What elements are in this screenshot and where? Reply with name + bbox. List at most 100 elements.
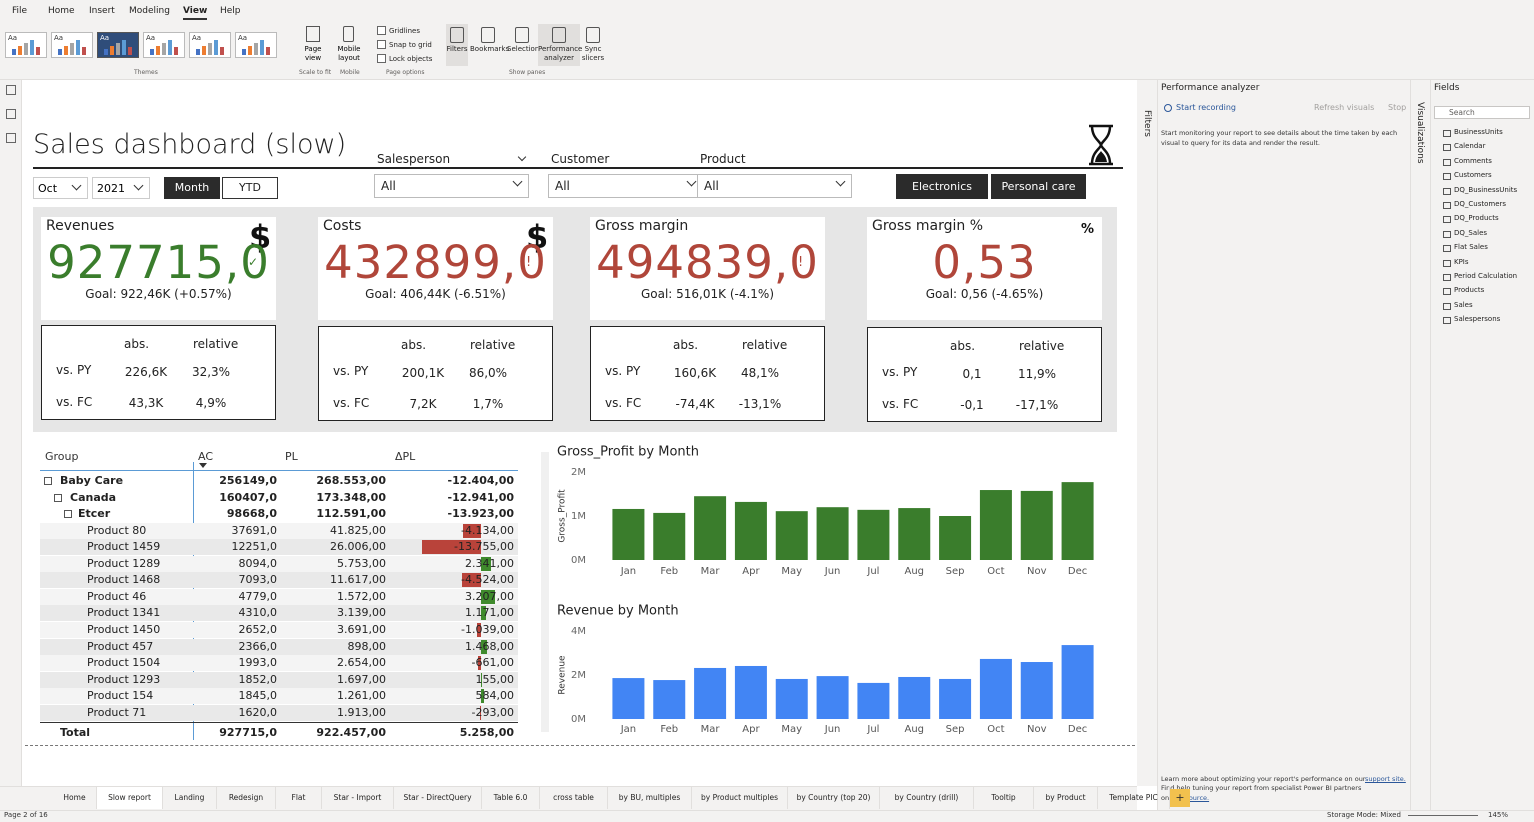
year-dropdown[interactable]: 2021: [92, 177, 150, 199]
ribbon-tab[interactable]: Modeling: [129, 4, 170, 18]
checkbox-label[interactable]: Gridlines: [389, 26, 420, 36]
pane-toggle[interactable]: Bookmarks: [470, 45, 506, 54]
group-label: Page options: [386, 69, 425, 76]
ribbon-tab[interactable]: File: [12, 4, 27, 18]
field-table[interactable]: Sales: [1454, 301, 1473, 309]
pane-link[interactable]: support site.: [1365, 775, 1406, 783]
slicer-dropdown[interactable]: All: [697, 174, 852, 198]
page-tab[interactable]: Landing: [163, 787, 217, 809]
theme-thumbnail[interactable]: Aa: [143, 32, 185, 58]
expand-toggle[interactable]: [54, 494, 62, 502]
add-page[interactable]: +: [1170, 789, 1190, 807]
column-header[interactable]: AC: [198, 450, 213, 463]
column-header[interactable]: ΔPL: [395, 450, 415, 463]
column-header[interactable]: PL: [285, 450, 298, 463]
field-table[interactable]: KPIs: [1454, 258, 1469, 266]
row-label: Product 80: [87, 524, 146, 537]
kpi-value: 494839,0: [590, 236, 825, 289]
ribbon-button[interactable]: Page view: [301, 45, 325, 63]
pane-toggle[interactable]: Selection: [507, 45, 537, 54]
x-tick-label: Feb: [660, 724, 678, 735]
pane-button[interactable]: Start recording: [1165, 103, 1236, 112]
toggle-button[interactable]: YTD: [222, 177, 278, 199]
scrollbar[interactable]: [541, 452, 549, 732]
ribbon-tab[interactable]: Help: [220, 4, 241, 18]
kpi-header: relative: [193, 337, 238, 351]
page-tab[interactable]: Redesign: [217, 787, 276, 809]
field-table[interactable]: Salespersons: [1454, 315, 1500, 323]
field-table[interactable]: Comments: [1454, 157, 1492, 165]
expand-toggle[interactable]: [64, 510, 72, 518]
page-tab[interactable]: Home: [53, 787, 97, 809]
ribbon-tab[interactable]: Insert: [89, 4, 115, 18]
month-dropdown[interactable]: Oct: [33, 177, 88, 199]
field-table[interactable]: DQ_Sales: [1454, 229, 1487, 237]
kpi-value: 432899,0: [318, 236, 553, 289]
kpi-header: abs.: [401, 338, 426, 352]
theme-swatch: [76, 40, 80, 55]
zoom-text[interactable]: 145%: [1488, 811, 1508, 819]
page-tab[interactable]: Table 6.0: [482, 787, 540, 809]
bar: [735, 666, 767, 719]
page-tab[interactable]: by Product: [1034, 787, 1098, 809]
pane-button[interactable]: Stop: [1388, 103, 1406, 112]
theme-thumbnail[interactable]: Aa: [189, 32, 231, 58]
page-tab[interactable]: by BU, multiples: [608, 787, 692, 809]
nav-icon[interactable]: [6, 109, 16, 119]
category-button[interactable]: Electronics: [896, 174, 988, 199]
field-table[interactable]: DQ_Customers: [1454, 200, 1506, 208]
field-table[interactable]: Calendar: [1454, 142, 1485, 150]
cell: 8094,0: [177, 557, 277, 570]
category-button[interactable]: Personal care: [991, 174, 1086, 199]
page-tab[interactable]: Template PIC: [1098, 787, 1170, 809]
field-table[interactable]: Period Calculation: [1454, 272, 1517, 280]
ribbon-button[interactable]: Mobile layout: [336, 45, 362, 63]
page-tab[interactable]: by Product multiples: [692, 787, 788, 809]
nav-icon[interactable]: [6, 133, 16, 143]
pane-icon: [586, 27, 600, 43]
checkbox[interactable]: [377, 40, 386, 49]
ribbon-tab[interactable]: View: [183, 4, 207, 20]
field-table[interactable]: Customers: [1454, 171, 1492, 179]
theme-thumbnail[interactable]: Aa: [51, 32, 93, 58]
checkbox[interactable]: [377, 26, 386, 35]
field-table[interactable]: DQ_BusinessUnits: [1454, 186, 1517, 194]
checkbox[interactable]: [377, 54, 386, 63]
pane-toggle[interactable]: Filters: [446, 45, 468, 54]
pane-button[interactable]: Refresh visuals: [1314, 103, 1374, 112]
checkbox-label[interactable]: Lock objects: [389, 54, 432, 64]
field-table[interactable]: Flat Sales: [1454, 243, 1488, 251]
theme-thumbnail[interactable]: Aa: [5, 32, 47, 58]
page-tab[interactable]: Star - DirectQuery: [394, 787, 482, 809]
page-tab[interactable]: Slow report: [97, 787, 163, 809]
page-tab[interactable]: by Country (top 20): [788, 787, 880, 809]
ribbon-tab[interactable]: Home: [48, 4, 75, 18]
kpi-abs: 0,1: [942, 367, 1002, 381]
expand-toggle[interactable]: [44, 477, 52, 485]
search-box[interactable]: Search: [1434, 106, 1530, 119]
theme-swatch: [24, 43, 28, 55]
x-tick-label: Nov: [1027, 566, 1047, 577]
left-nav: [0, 80, 22, 810]
pane-label[interactable]: Visualizations: [1415, 102, 1425, 164]
pane-toggle[interactable]: Sync slicers: [580, 45, 606, 63]
field-table[interactable]: DQ_Products: [1454, 214, 1499, 222]
theme-thumbnail[interactable]: Aa: [97, 32, 139, 58]
page-tab[interactable]: Tooltip: [974, 787, 1034, 809]
field-table[interactable]: BusinessUnits: [1454, 128, 1503, 136]
page-tab[interactable]: Star - Import: [322, 787, 394, 809]
theme-thumbnail[interactable]: Aa: [235, 32, 277, 58]
nav-icon[interactable]: [6, 85, 16, 95]
slicer-dropdown[interactable]: All: [548, 174, 703, 198]
kpi-rel: 1,7%: [458, 397, 518, 411]
page-tab[interactable]: cross table: [540, 787, 608, 809]
toggle-button[interactable]: Month: [164, 177, 220, 199]
pane-label[interactable]: Filters: [1142, 110, 1152, 137]
pane-icon: [450, 27, 464, 43]
checkbox-label[interactable]: Snap to grid: [389, 40, 432, 50]
page-tab[interactable]: Flat: [276, 787, 322, 809]
slicer-dropdown[interactable]: All: [374, 174, 529, 198]
field-table[interactable]: Products: [1454, 286, 1484, 294]
pane-toggle[interactable]: Performance analyzer: [538, 45, 580, 63]
page-tab[interactable]: by Country (drill): [880, 787, 974, 809]
